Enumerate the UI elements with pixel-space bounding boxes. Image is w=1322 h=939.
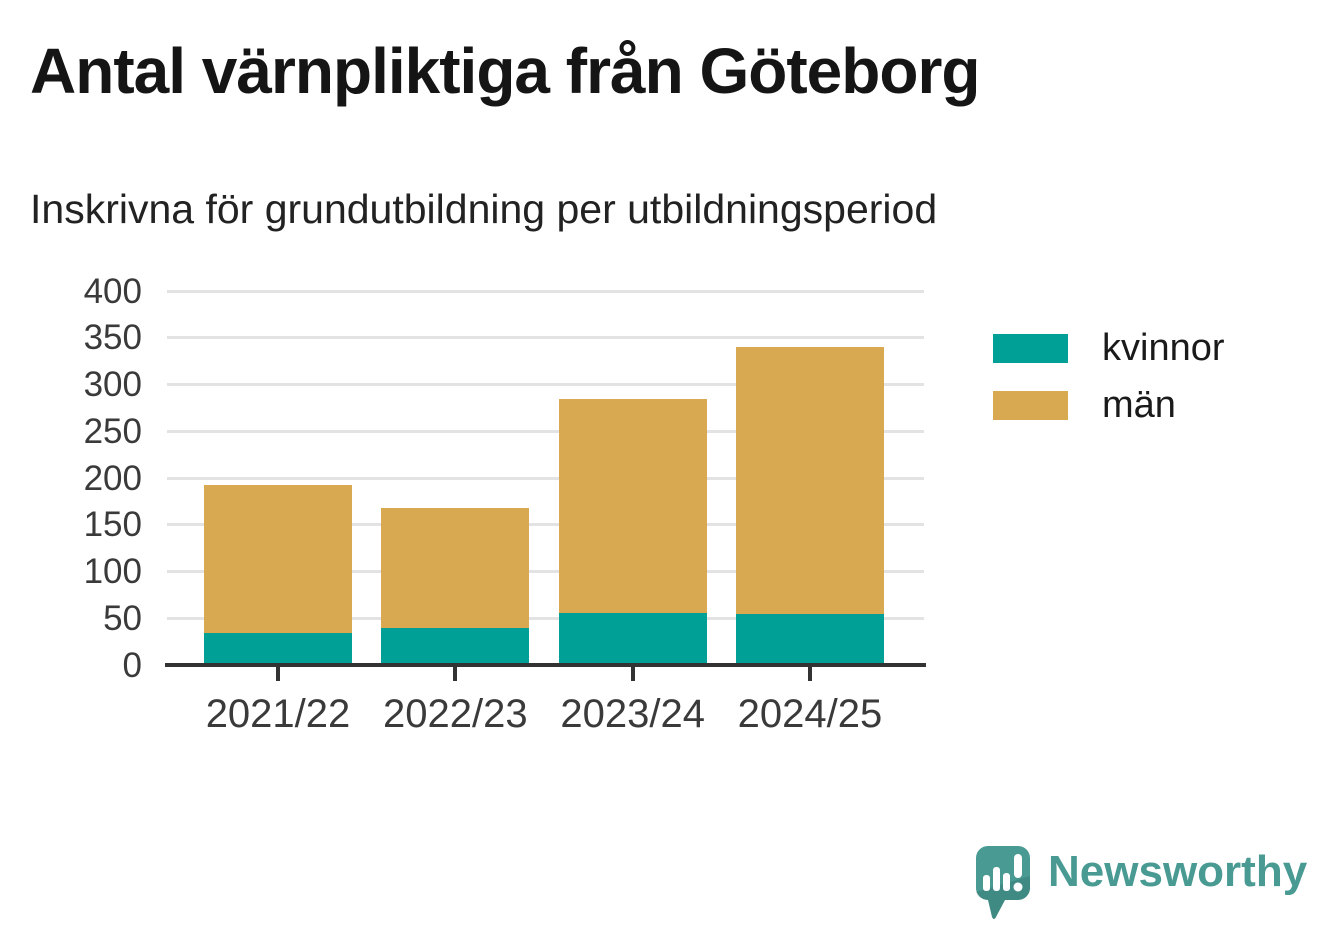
bar-segment-kvinnor [381, 627, 530, 665]
y-axis-tick-label: 250 [83, 411, 142, 451]
gridline [167, 336, 924, 340]
legend-label: män [1102, 383, 1176, 426]
bar-segment-mn [204, 485, 352, 634]
legend-label: kvinnor [1102, 326, 1225, 369]
x-axis-tick [630, 667, 635, 681]
bar-segment-mn [558, 399, 707, 613]
y-axis-tick-label: 0 [122, 645, 142, 685]
logo-bar-2 [993, 867, 1000, 891]
logo-exclamation-stem [1014, 854, 1022, 878]
x-axis-tick-label: 2021/22 [205, 692, 351, 736]
legend-swatch [993, 333, 1068, 363]
x-axis-tick [276, 667, 280, 681]
x-axis-tick [807, 667, 812, 681]
legend-item: kvinnor [993, 326, 1225, 370]
gridline [167, 616, 924, 620]
y-axis-tick-label: 300 [83, 365, 142, 404]
legend-item: män [993, 383, 1176, 427]
x-axis-tick-label: 2024/25 [737, 692, 883, 736]
x-axis-tick-label: 2022/23 [383, 692, 528, 736]
y-axis-tick-label: 150 [83, 505, 142, 545]
newsworthy-logo: Newsworthy [974, 844, 1307, 924]
gridline [167, 383, 924, 386]
logo-bar-1 [983, 875, 990, 891]
gridline [167, 429, 924, 433]
bar-segment-kvinnor [204, 633, 352, 665]
y-axis-tick-label: 350 [83, 318, 142, 358]
x-axis-tick [453, 667, 458, 681]
chart-subtitle: Inskrivna för grundutbildning per utbild… [30, 186, 938, 232]
gridline [167, 289, 924, 293]
gridline [167, 570, 924, 573]
gridline [167, 523, 924, 527]
bar-segment-mn [735, 347, 884, 614]
logo-bar-3 [1003, 873, 1010, 891]
newsworthy-logo-icon [976, 846, 1030, 919]
legend-swatch [993, 390, 1068, 420]
newsworthy-wordmark: Newsworthy [1048, 847, 1308, 896]
y-axis-tick-label: 50 [103, 598, 142, 638]
logo-exclamation-dot [1013, 882, 1023, 892]
chart-title: Antal värnpliktiga från Göteborg [30, 35, 980, 107]
bar-segment-kvinnor [735, 613, 884, 665]
x-axis-line [165, 663, 926, 667]
x-axis-tick-label: 2023/24 [560, 692, 705, 736]
bar-segment-mn [381, 507, 530, 628]
y-axis-tick-label: 100 [83, 552, 142, 591]
bar-segment-kvinnor [558, 612, 707, 665]
y-axis-tick-label: 400 [83, 271, 142, 311]
y-axis-tick-label: 200 [83, 458, 142, 498]
gridline [167, 476, 924, 480]
